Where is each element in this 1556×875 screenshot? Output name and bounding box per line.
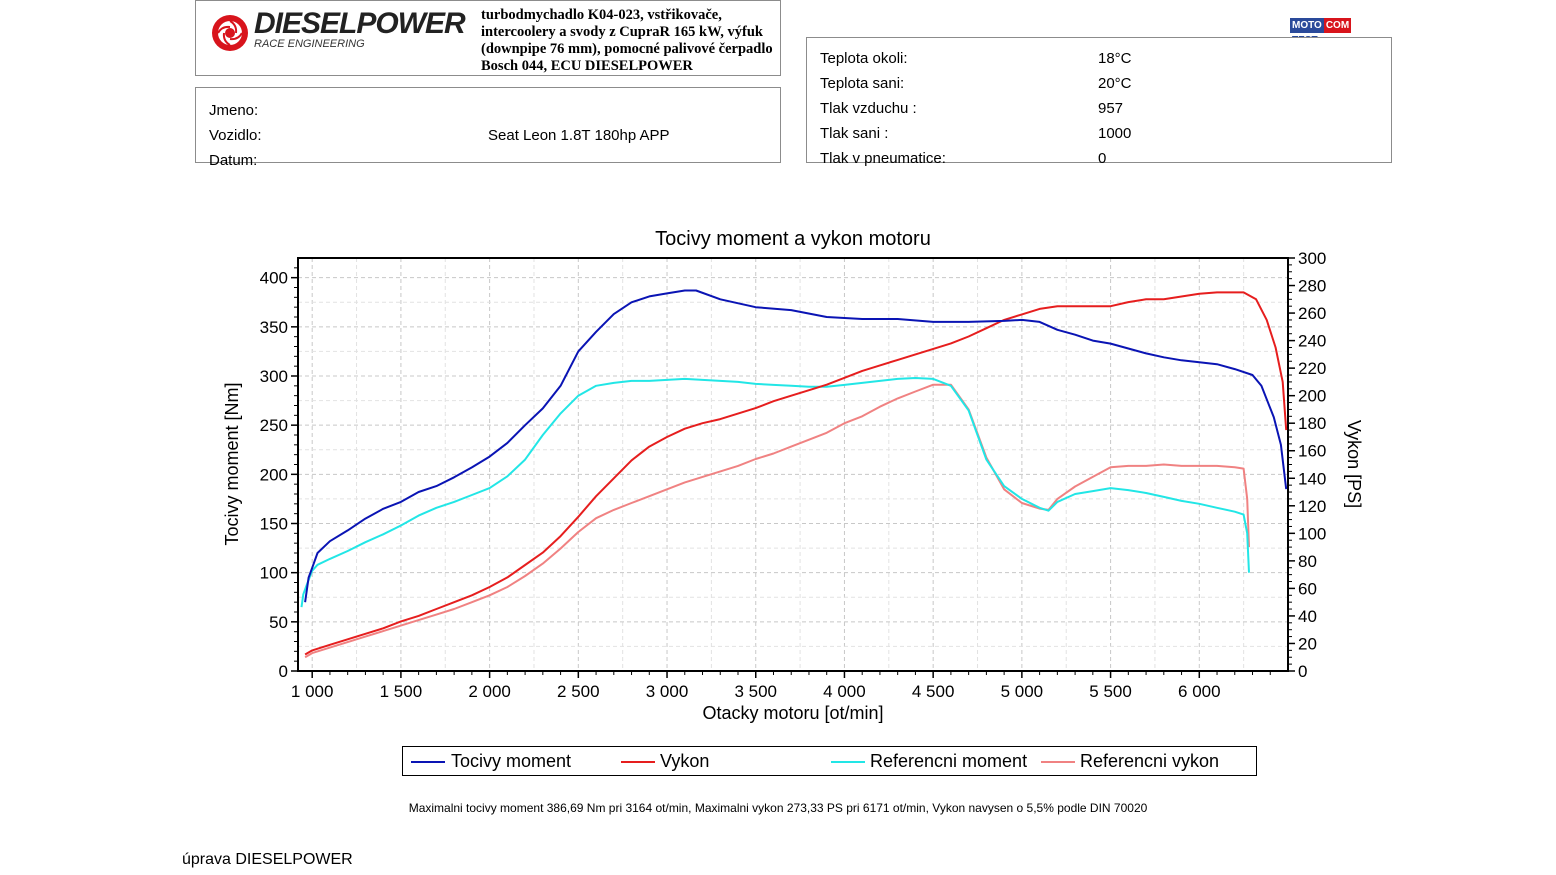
y-axis-label: Tocivy moment [Nm] [222,382,242,545]
chart-legend: Tocivy moment Vykon Referencni moment Re… [402,746,1257,776]
y2-tick-label: 140 [1298,469,1326,488]
test-conditions-panel: Teplota okoli: 18°C Teplota sani: 20°C T… [806,37,1392,167]
x-axis-label: Otacky motoru [ot/min] [702,703,883,723]
grid-layer [298,258,1289,672]
info-label-date: Datum: [209,152,258,169]
cond-label-ambient-temp: Teplota okoli: [820,50,908,67]
series-layer [300,289,1288,659]
series-power-line [304,291,1288,656]
info-value-vehicle: Seat Leon 1.8T 180hp APP [488,127,670,144]
legend-swatch-ref-power [1041,761,1075,763]
dyno-chart: 1 000 1 500 2 000 2 500 3 000 3 500 4 000 4 500… [222,228,1364,723]
cond-value-intake-pressure: 1000 [1098,125,1132,142]
y2-tick-label: 40 [1298,607,1317,626]
x-tick-label: 2 000 [468,682,511,701]
y2-tick-label: 180 [1298,414,1326,433]
y2-tick-label: 280 [1298,277,1326,296]
y2-axis-label: Vykon [PS] [1344,420,1364,508]
x-tick-label: 6 000 [1178,682,1221,701]
y2-tick-label: 60 [1298,579,1317,598]
x-tick-label: 1 500 [380,682,423,701]
cond-label-air-pressure: Tlak vzduchu : [820,100,917,117]
cond-value-tire-pressure: 0 [1098,150,1107,167]
axes-layer: 1 000 1 500 2 000 2 500 3 000 3 500 4 000 4 500… [260,249,1327,701]
y-tick-label: 200 [260,465,288,484]
info-label-name: Jmeno: [209,102,259,119]
cond-value-intake-temp: 20°C [1098,75,1132,92]
modifications-text: turbodmychadlo K04-023, vstřikovače, int… [481,7,773,74]
y2-tick-label: 240 [1298,332,1326,351]
cond-value-air-pressure: 957 [1098,100,1124,117]
x-tick-label: 5 000 [1001,682,1044,701]
x-tick-label: 4 000 [823,682,866,701]
logo-part-com: COM [1323,18,1352,33]
y-tick-label: 50 [269,613,288,632]
y2-tick-label: 220 [1298,359,1326,378]
turbo-logo-icon [212,15,248,51]
y-tick-label: 150 [260,515,288,534]
y2-tick-label: 160 [1298,442,1326,461]
y-tick-label: 250 [260,416,288,435]
x-tick-label: 4 500 [912,682,955,701]
brand-subtitle: RACE ENGINEERING [254,38,365,50]
legend-label-ref-power: Referencni vykon [1080,751,1220,771]
legend-label-power: Vykon [660,751,710,771]
logo-part-moto: MOTO [1290,18,1324,33]
x-tick-label: 5 500 [1089,682,1132,701]
y-tick-label: 0 [279,662,288,681]
summary-text: Maximalni tocivy moment 386,69 Nm pri 31… [408,801,1148,815]
series-ref-power-line [304,383,1250,659]
series-torque-line [304,289,1288,603]
y-tick-label: 100 [260,564,288,583]
y2-tick-label: 260 [1298,304,1326,323]
cond-label-intake-pressure: Tlak sani : [820,125,889,142]
y2-tick-label: 100 [1298,524,1326,543]
footer-text: úprava DIESELPOWER [182,851,353,868]
y-tick-label: 350 [260,318,288,337]
plot-frame [297,257,1289,672]
legend-label-ref-torque: Referencni moment [870,751,1028,771]
legend-label-torque: Tocivy moment [451,751,572,771]
cond-label-intake-temp: Teplota sani: [820,75,905,92]
y-tick-label: 400 [260,269,288,288]
y2-tick-label: 80 [1298,552,1317,571]
y2-tick-label: 300 [1298,249,1326,268]
cond-label-tire-pressure: Tlak v pneumatice: [820,150,946,167]
info-label-vehicle: Vozidlo: [209,127,262,144]
x-tick-label: 2 500 [557,682,600,701]
x-tick-label: 1 000 [291,682,334,701]
y-tick-label: 300 [260,367,288,386]
y2-tick-label: 120 [1298,497,1326,516]
series-ref-torque-line [300,377,1250,608]
chart-title: Tocivy moment a vykon motoru [655,228,931,250]
legend-swatch-power [621,761,655,763]
y2-tick-label: 0 [1298,662,1307,681]
y2-tick-label: 20 [1298,634,1317,653]
x-tick-label: 3 000 [646,682,689,701]
legend-swatch-ref-torque [831,761,865,763]
cond-value-ambient-temp: 18°C [1098,50,1132,67]
x-tick-label: 3 500 [734,682,777,701]
brand-name: DIESELPOWER [254,7,466,40]
header-logo-panel: DIESELPOWER RACE ENGINEERING turbodmycha… [195,0,781,76]
vehicle-info-panel: Jmeno: Vozidlo: Seat Leon 1.8T 180hp APP… [195,87,781,169]
legend-swatch-torque [411,761,445,763]
y2-tick-label: 200 [1298,387,1326,406]
